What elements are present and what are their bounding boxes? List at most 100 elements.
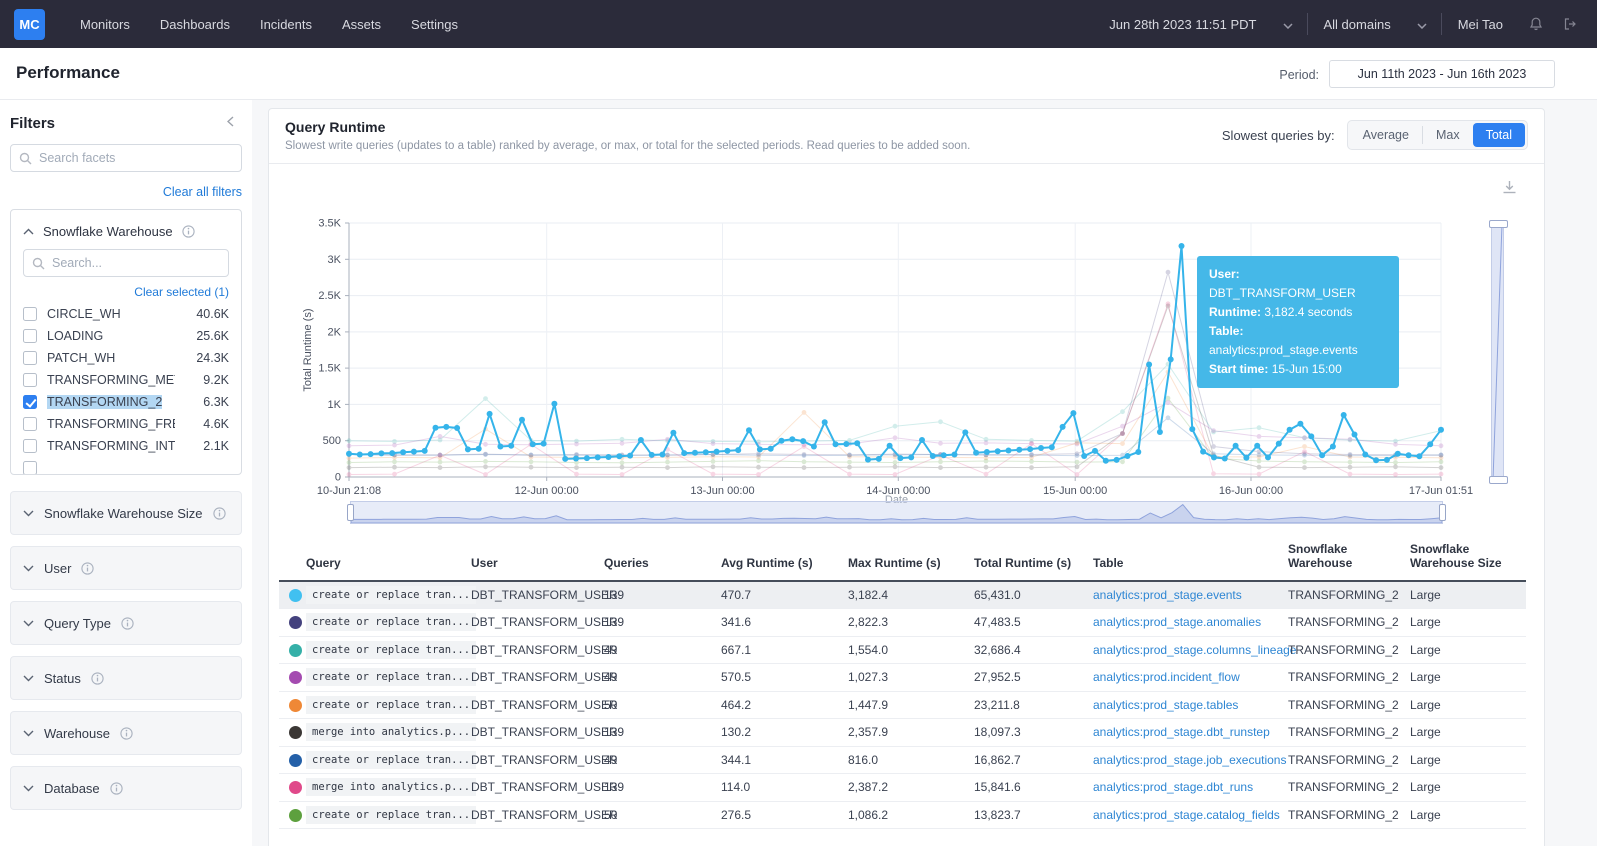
search-facets-input[interactable] <box>39 145 237 171</box>
facet-option-circle_wh[interactable]: CIRCLE_WH 40.6K <box>23 303 229 325</box>
table-row[interactable]: create or replace tran...DBT_TRANSFORM_U… <box>279 691 1526 719</box>
vslider-handle-top[interactable] <box>1489 220 1508 228</box>
table-cell: analytics:prod_stage.dbt_runstep <box>1093 719 1288 747</box>
facet-search-box <box>23 249 229 277</box>
collapse-sidebar-icon[interactable] <box>227 114 234 132</box>
table-row[interactable]: create or replace tran...DBT_TRANSFORM_U… <box>279 801 1526 829</box>
table-link[interactable]: analytics:prod_stage.columns_lineage <box>1093 643 1296 657</box>
app-logo[interactable]: MC <box>14 9 45 40</box>
nav-item-dashboards[interactable]: Dashboards <box>147 9 243 40</box>
vertical-zoom-slider[interactable] <box>1491 223 1504 481</box>
series-dot-cell <box>279 746 306 774</box>
table-row[interactable]: create or replace tran...DBT_TRANSFORM_U… <box>279 664 1526 692</box>
facet-header[interactable]: Snowflake Warehouse <box>23 220 229 245</box>
chevron-down-icon[interactable] <box>1417 17 1427 32</box>
download-icon[interactable] <box>1501 179 1518 200</box>
facet-option-patch_wh[interactable]: PATCH_WH 24.3K <box>23 347 229 369</box>
warehouse-size-cell: Large <box>1410 664 1526 692</box>
checkbox[interactable] <box>23 329 37 343</box>
table-link[interactable]: analytics:prod_stage.catalog_fields <box>1093 808 1280 822</box>
divider <box>1441 13 1442 35</box>
brush-handle-left[interactable] <box>347 504 354 521</box>
warehouse-size-cell: Large <box>1410 774 1526 802</box>
svg-text:1K: 1K <box>328 399 342 411</box>
avg-runtime-cell: 341.6 <box>721 609 848 637</box>
table-link[interactable]: analytics:prod.incident_flow <box>1093 670 1240 684</box>
query-cell: create or replace tran... <box>306 609 471 637</box>
table-link[interactable]: analytics:prod_stage.dbt_runs <box>1093 780 1253 794</box>
column-header[interactable]: User <box>471 534 604 581</box>
avg-runtime-cell: 470.7 <box>721 581 848 609</box>
column-header[interactable]: Query <box>306 534 471 581</box>
info-icon <box>81 562 94 575</box>
table-link[interactable]: analytics:prod_stage.job_executions <box>1093 753 1286 767</box>
table-cell: analytics:prod_stage.anomalies <box>1093 609 1288 637</box>
checkbox[interactable] <box>23 461 37 475</box>
logout-icon[interactable] <box>1553 16 1587 32</box>
table-row[interactable]: create or replace tran...DBT_TRANSFORM_U… <box>279 581 1526 609</box>
facet-section-user[interactable]: User <box>10 546 242 590</box>
column-header[interactable]: Avg Runtime (s) <box>721 534 848 581</box>
facet-option-loading[interactable]: LOADING 25.6K <box>23 325 229 347</box>
user-cell: DBT_TRANSFORM_USER <box>471 664 604 692</box>
facet-section-database[interactable]: Database <box>10 766 242 810</box>
user-menu[interactable]: Mei Tao <box>1458 17 1503 32</box>
panel-title: Query Runtime <box>285 119 385 135</box>
chevron-down-icon <box>23 730 34 737</box>
checkbox[interactable] <box>23 417 37 431</box>
table-row[interactable]: create or replace tran...DBT_TRANSFORM_U… <box>279 636 1526 664</box>
facet-option-count: 6.3K <box>203 395 229 409</box>
clear-all-filters-link[interactable]: Clear all filters <box>10 185 242 199</box>
checkbox[interactable] <box>23 439 37 453</box>
period-label: Period: <box>1279 68 1319 82</box>
column-header[interactable]: Snowflake Warehouse <box>1288 534 1410 581</box>
table-row[interactable]: create or replace tran...DBT_TRANSFORM_U… <box>279 609 1526 637</box>
chevron-down-icon[interactable] <box>1283 17 1293 32</box>
facet-section-warehouse[interactable]: Warehouse <box>10 711 242 755</box>
nav-item-settings[interactable]: Settings <box>398 9 471 40</box>
period-selector[interactable]: Jun 11th 2023 - Jun 16th 2023 <box>1329 60 1555 88</box>
clear-selected-link[interactable]: Clear selected (1) <box>23 285 229 299</box>
table-link[interactable]: analytics:prod_stage.dbt_runstep <box>1093 725 1270 739</box>
column-header[interactable]: Total Runtime (s) <box>974 534 1093 581</box>
nav-item-assets[interactable]: Assets <box>329 9 394 40</box>
table-row[interactable]: create or replace tran...DBT_TRANSFORM_U… <box>279 746 1526 774</box>
checkbox[interactable] <box>23 351 37 365</box>
facet-section-snowflake-warehouse-size[interactable]: Snowflake Warehouse Size <box>10 491 242 535</box>
column-header[interactable]: Max Runtime (s) <box>848 534 974 581</box>
domain-selector[interactable]: All domains <box>1324 17 1391 32</box>
mode-button-max[interactable]: Max <box>1423 123 1473 147</box>
facet-section-query-type[interactable]: Query Type <box>10 601 242 645</box>
checkbox[interactable] <box>23 307 37 321</box>
table-link[interactable]: analytics:prod_stage.anomalies <box>1093 615 1261 629</box>
facet-search-input[interactable] <box>52 250 224 276</box>
facet-section-status[interactable]: Status <box>10 656 242 700</box>
column-header[interactable]: Table <box>1093 534 1288 581</box>
facet-option-count: 24.3K <box>196 351 229 365</box>
facet-option-transforming_freshn[interactable]: TRANSFORMING_FRESHN 4.6K <box>23 413 229 435</box>
column-header[interactable]: Queries <box>604 534 721 581</box>
checkbox[interactable] <box>23 395 37 409</box>
table-link[interactable]: analytics:prod_stage.events <box>1093 588 1242 602</box>
nav-item-incidents[interactable]: Incidents <box>247 9 325 40</box>
checkbox[interactable] <box>23 373 37 387</box>
facet-option-transforming_2[interactable]: TRANSFORMING_2 6.3K <box>23 391 229 413</box>
series-dot-cell <box>279 801 306 829</box>
table-row[interactable]: merge into analytics.p...DBT_TRANSFORM_U… <box>279 774 1526 802</box>
bell-icon[interactable] <box>1519 16 1553 32</box>
facet-option-transforming_metric[interactable]: TRANSFORMING_METRIC 9.2K <box>23 369 229 391</box>
mode-button-average[interactable]: Average <box>1350 123 1422 147</box>
table-link[interactable]: analytics:prod_stage.tables <box>1093 698 1238 712</box>
facet-option-partial[interactable] <box>23 457 229 475</box>
chart-range-brush[interactable] <box>350 501 1443 524</box>
column-header[interactable]: Snowflake Warehouse Size <box>1410 534 1526 581</box>
facet-option-transforming_interna[interactable]: TRANSFORMING_INTERNA 2.1K <box>23 435 229 457</box>
brush-handle-right[interactable] <box>1439 504 1446 521</box>
vslider-handle-bottom[interactable] <box>1489 476 1508 484</box>
datetime-selector[interactable]: Jun 28th 2023 11:51 PDT <box>1109 17 1256 32</box>
mode-button-total[interactable]: Total <box>1473 123 1525 147</box>
svg-text:2.5K: 2.5K <box>318 290 341 302</box>
facet-snowflake-warehouse: Snowflake Warehouse Clear selected (1) C… <box>10 209 242 475</box>
table-row[interactable]: merge into analytics.p...DBT_TRANSFORM_U… <box>279 719 1526 747</box>
nav-item-monitors[interactable]: Monitors <box>67 9 143 40</box>
